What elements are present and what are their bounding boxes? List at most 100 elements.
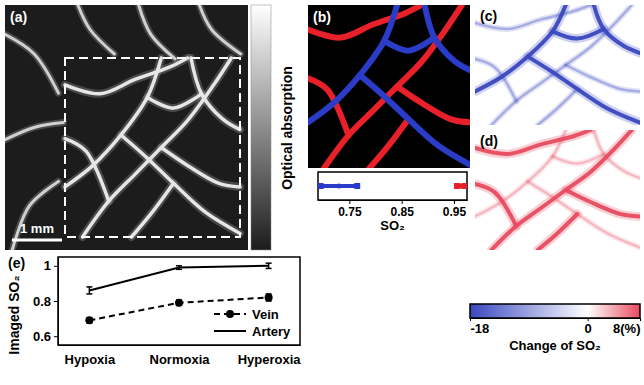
y-axis-title: Imaged SO₂ [6,275,22,354]
vessel [161,148,240,187]
tick: Hyperoxia [238,352,302,367]
artery [324,5,462,168]
vessel-glow [5,123,63,140]
vessel-glow [78,5,114,54]
vessel-glow [139,5,175,59]
vessel-glow [147,94,201,108]
artery [492,130,632,250]
tick: 1 [44,258,58,273]
vessel [65,139,109,202]
vessel [78,5,114,54]
x-axis-line [59,345,301,346]
tick-label: Normoxia [150,352,211,367]
error-bar [89,287,91,294]
vein-glow [553,29,604,39]
tick-mark [349,200,350,204]
x-axis-line [319,200,468,201]
vein-glow [528,57,640,123]
point [458,184,463,189]
panel-label: (b) [313,9,331,25]
vein [360,75,470,165]
panel-label: (d) [480,133,498,149]
tick-label: 8(%) [613,321,640,336]
vessel-glow [121,135,240,233]
panel-d [475,130,640,250]
image-background [5,5,248,250]
y-axis: 0.60.81 [33,258,59,346]
tick-label: 0.85 [390,205,414,219]
x-axis-title: SO₂ [380,218,405,233]
tick-label: 0.8 [33,294,51,309]
colorbar-title: Optical absorption [279,66,295,190]
vessel [65,58,188,94]
x-axis: Hypoxia Normoxia Hyperoxia [59,346,302,368]
tick-label: Hypoxia [65,352,116,367]
scale-bar [12,239,62,242]
artery [538,214,578,250]
legend-label: Vein [252,307,279,322]
artery-glow [538,89,578,125]
tick-label: Hyperoxia [238,352,302,367]
tick-label: 0 [585,321,592,336]
artery-glow [538,214,578,250]
colorbar [251,5,271,250]
error-cap [354,183,360,189]
line [89,297,268,320]
error-cap [176,265,182,267]
y-axis-line [58,258,59,346]
legend-label: Artery [252,324,291,339]
scale-bar-label: 1 mm [20,221,54,236]
roi-box [65,58,240,237]
legend: Vein Artery [214,307,291,339]
vessel [5,34,58,93]
vessel [139,5,175,59]
colorbar [470,304,640,318]
vein [308,5,397,122]
artery [475,184,516,226]
tick-label: 0.95 [443,205,467,219]
legend-marker [226,310,234,318]
error-cap [266,262,272,264]
vessel-glow [65,58,188,94]
vessel-glow [132,183,174,237]
marks [318,183,467,189]
tick-mark [454,200,455,204]
vessel [132,183,174,237]
artery [370,119,409,168]
panel-c [475,5,640,125]
error-bar [321,184,358,188]
panel-a [5,5,248,250]
tick-label: 0.75 [338,205,362,219]
line [89,266,268,291]
panel-label: (c) [480,8,497,24]
vessel [147,94,201,108]
error-cap [86,293,92,295]
image-background [308,5,470,168]
tick: 0 [585,318,592,336]
vein-glow [528,182,640,248]
vein [553,29,604,39]
vessel [191,58,240,130]
plot-frame [58,257,300,345]
plot-frame [318,172,467,200]
tick: Hypoxia [65,352,116,367]
vessel [65,58,161,187]
point [85,316,93,324]
tick: 0.95 [443,200,467,219]
tick: 0.8 [33,294,58,309]
image-background [475,5,640,125]
vessel-glow [199,5,240,54]
marks [85,263,272,324]
figure: (a)1 mmOptical absorption(b)0.750.850.95… [0,0,644,385]
vein [475,5,566,91]
artery-glow [475,130,591,154]
vessel-glow [5,34,58,93]
tick-label: -18 [471,321,490,336]
panel-b [308,5,470,168]
tick-mark [54,266,58,267]
legend-line [214,330,246,332]
x-axis: 0.75 0.85 0.95 [319,200,468,219]
vein [384,38,434,51]
artery [538,89,578,125]
tick-mark [402,200,403,204]
